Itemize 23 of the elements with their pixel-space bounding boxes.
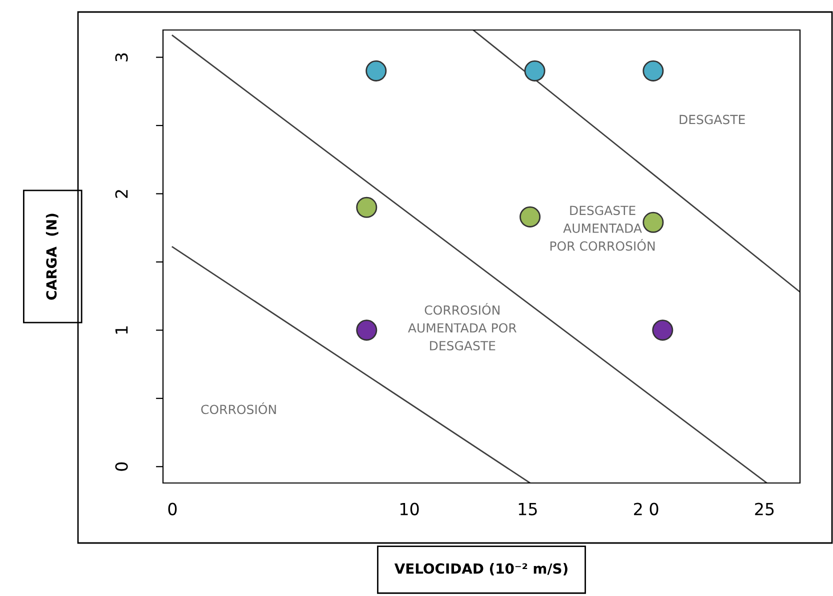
annotation: DESGASTE: [680, 114, 745, 124]
y-tick-label: 0: [115, 462, 128, 471]
x-tick-label: 15: [518, 502, 537, 516]
point: [524, 60, 546, 82]
y-tick-label: 1: [115, 326, 128, 334]
y-axis-title: CARGA (N): [46, 214, 58, 300]
annotation: CORROSIÓN AUMENTADA POR DESGASTE: [408, 303, 517, 350]
x-axis-title: VELOCIDAD (10⁻² m/S): [394, 563, 568, 576]
point: [356, 196, 378, 218]
x-tick-label: 10: [400, 502, 419, 516]
x-tick-label: 2 0: [634, 502, 658, 516]
annotation: CORROSIÓN: [201, 402, 276, 414]
point: [520, 206, 541, 228]
point: [356, 320, 378, 341]
point: [366, 60, 387, 82]
x-tick-label: 0: [168, 502, 177, 516]
point: [642, 60, 664, 82]
annotation: DESGASTE AUMENTADA POR CORROSIÓN: [550, 206, 655, 251]
point: [652, 320, 674, 341]
y-tick-label: 2: [115, 190, 128, 198]
point: [642, 212, 664, 233]
y-tick-label: 3: [115, 53, 128, 62]
x-tick-label: 25: [755, 502, 774, 516]
